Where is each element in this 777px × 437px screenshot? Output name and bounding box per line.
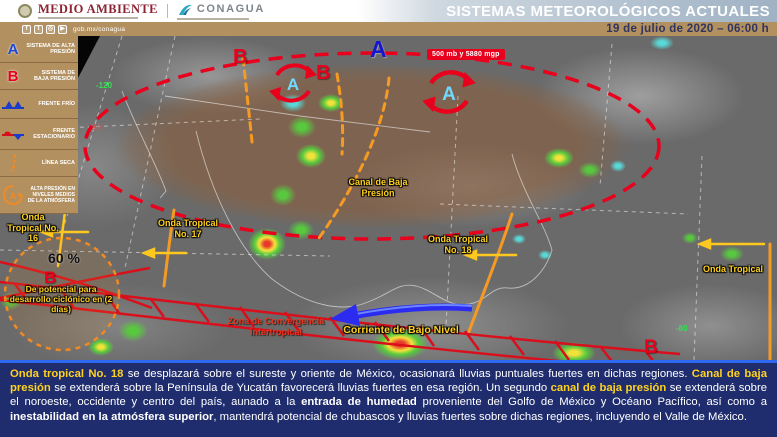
summary-segment: Onda tropical No. 18 bbox=[10, 368, 124, 380]
instagram-icon[interactable]: ◎ bbox=[46, 24, 55, 34]
anticyclone-icon: A bbox=[269, 63, 317, 103]
convection-cell bbox=[88, 338, 114, 356]
svg-text:A: A bbox=[10, 191, 17, 201]
convection-cell bbox=[544, 148, 574, 168]
development-potential-circle bbox=[3, 236, 121, 352]
summary-segment: inestabilidad en la atmósfera superior bbox=[10, 410, 214, 423]
brand-divider bbox=[166, 4, 168, 18]
coastline bbox=[121, 90, 553, 308]
header-bar: MEDIO AMBIENTE CONAGUA SISTEMAS METEOROL… bbox=[0, 0, 777, 22]
convection-cell bbox=[650, 36, 674, 50]
conagua-tagline bbox=[176, 17, 249, 20]
forecast-summary-text: Onda tropical No. 18 se desplazará sobre… bbox=[0, 360, 777, 437]
low-pressure-channels bbox=[241, 56, 391, 240]
legend-item-high-pressure: A SISTEMA DE ALTA PRESIÓN bbox=[0, 36, 78, 63]
stationary-front-icon bbox=[2, 131, 24, 140]
legend-label: LÍNEA SECA bbox=[41, 159, 75, 166]
tropical-wave-axes bbox=[162, 208, 772, 360]
dry-line-icon bbox=[10, 154, 17, 172]
wave-motion-arrows bbox=[38, 202, 766, 268]
summary-segment: , mantendrá potencial de chubascos y llu… bbox=[213, 410, 747, 423]
convection-cell bbox=[318, 94, 344, 112]
mid-level-high-icon: A bbox=[3, 185, 23, 205]
onda-tropical-16-label: Onda Tropical No. 16 bbox=[7, 212, 59, 243]
summary-segment: se extenderá sobre la Península de Yucat… bbox=[50, 382, 551, 395]
pressure-level-label: 500 mb y 5880 mgp bbox=[427, 49, 505, 60]
low-level-jet-arrow bbox=[330, 303, 473, 326]
legend-item-mid-level-high: A ALTA PRESIÓN EN NIVELES MEDIOS DE LA A… bbox=[0, 177, 78, 214]
summary-segment: se desplazará sobre el sureste y oriente… bbox=[123, 368, 692, 380]
corriente-bajo-nivel-label: Corriente de Bajo Nivel bbox=[343, 324, 459, 336]
medio-ambiente-logo: MEDIO AMBIENTE bbox=[38, 2, 158, 16]
anticyclone-icon: A bbox=[422, 70, 476, 114]
youtube-icon[interactable]: ▶ bbox=[58, 24, 67, 34]
svg-text:A: A bbox=[442, 84, 456, 105]
low-pressure-letter: B bbox=[316, 62, 331, 84]
convection-cell bbox=[512, 234, 526, 244]
gob-mx-link[interactable]: gob.mx/conagua bbox=[73, 25, 126, 33]
image-edge bbox=[78, 36, 100, 78]
convection-cell bbox=[118, 320, 148, 342]
map-legend: A SISTEMA DE ALTA PRESIÓN B SISTEMA DE B… bbox=[0, 36, 78, 214]
gold-bar: f t ◎ ▶ gob.mx/conagua bbox=[0, 22, 777, 36]
onda-tropical-18-label: Onda Tropical No. 18 bbox=[428, 234, 489, 255]
canal-baja-presion-label: Canal de Baja Presión bbox=[348, 177, 408, 198]
latitude-label: 30 bbox=[92, 123, 101, 132]
convection-cell bbox=[538, 250, 552, 260]
date-time-label: 19 de julio de 2020 – 06:00 h bbox=[606, 23, 769, 35]
twitter-icon[interactable]: t bbox=[34, 24, 43, 34]
onda-tropical-17-label: Onda Tropical No. 17 bbox=[158, 218, 219, 239]
itcz-label: Zona de Convergencia Intertropical bbox=[227, 316, 325, 337]
page-title: SISTEMAS METEOROLÓGICOS ACTUALES bbox=[446, 3, 770, 20]
brand-area: MEDIO AMBIENTE CONAGUA bbox=[0, 3, 265, 20]
summary-segment: se extenderá sobre el noroeste, occident… bbox=[10, 382, 767, 409]
convection-cell bbox=[610, 160, 626, 172]
convection-cell bbox=[682, 232, 698, 244]
legend-label: ALTA PRESIÓN EN NIVELES MEDIOS DE LA ATM… bbox=[27, 186, 75, 204]
low-pressure-letter: B bbox=[644, 337, 658, 358]
longitude-label: -80 bbox=[676, 324, 688, 333]
cold-front-icon bbox=[2, 100, 24, 109]
upper-high-area-outline bbox=[83, 51, 661, 241]
legend-label: SISTEMA DE ALTA PRESIÓN bbox=[26, 42, 75, 56]
convection-cell bbox=[288, 116, 316, 138]
legend-label: SISTEMA DE BAJA PRESIÓN bbox=[33, 69, 75, 83]
legend-item-dry-line: LÍNEA SECA bbox=[0, 150, 78, 177]
development-percent-label: 60 % bbox=[48, 250, 80, 266]
map-annotations-overlay bbox=[0, 36, 772, 360]
low-pressure-letter: B bbox=[44, 268, 57, 287]
facebook-icon[interactable]: f bbox=[22, 24, 31, 34]
satellite-map: A A 500 mb y 5880 mgp B B A Canal de Baj… bbox=[0, 36, 777, 360]
development-caption-label: De potencial para desarrollo ciclónico e… bbox=[9, 284, 113, 314]
medio-ambiente-emblem-icon bbox=[18, 4, 32, 18]
legend-label: FRENTE FRÍO bbox=[38, 100, 75, 107]
onda-tropical-right-label: Onda Tropical bbox=[702, 264, 763, 274]
svg-text:A: A bbox=[287, 75, 299, 94]
convection-cell bbox=[720, 246, 744, 262]
low-pressure-letter: B bbox=[233, 46, 248, 68]
low-pressure-symbol: B bbox=[7, 67, 19, 85]
longitude-label: -120 bbox=[96, 81, 113, 90]
legend-item-low-pressure: B SISTEMA DE BAJA PRESIÓN bbox=[0, 63, 78, 90]
legend-label: FRENTE ESTACIONARIO bbox=[33, 127, 75, 141]
high-pressure-symbol: A bbox=[7, 40, 19, 58]
legend-item-stationary-front: FRENTE ESTACIONARIO bbox=[0, 119, 78, 150]
convection-cell bbox=[578, 162, 602, 178]
conagua-logo-icon bbox=[178, 4, 192, 15]
conagua-logo: CONAGUA bbox=[196, 2, 265, 15]
legend-item-cold-front: FRENTE FRÍO bbox=[0, 90, 78, 119]
convection-cell bbox=[270, 184, 296, 206]
medio-ambiente-tagline bbox=[38, 17, 138, 19]
summary-segment: canal de baja presión bbox=[550, 382, 667, 395]
convection-cell bbox=[296, 144, 326, 168]
high-pressure-letter: A bbox=[370, 36, 387, 62]
summary-segment: entrada de humedad bbox=[301, 396, 417, 409]
summary-segment: proveniente del Golfo de México y Océano… bbox=[416, 396, 767, 409]
itcz-band bbox=[0, 260, 681, 360]
summary-segment: Canal de baja presión bbox=[10, 368, 767, 395]
